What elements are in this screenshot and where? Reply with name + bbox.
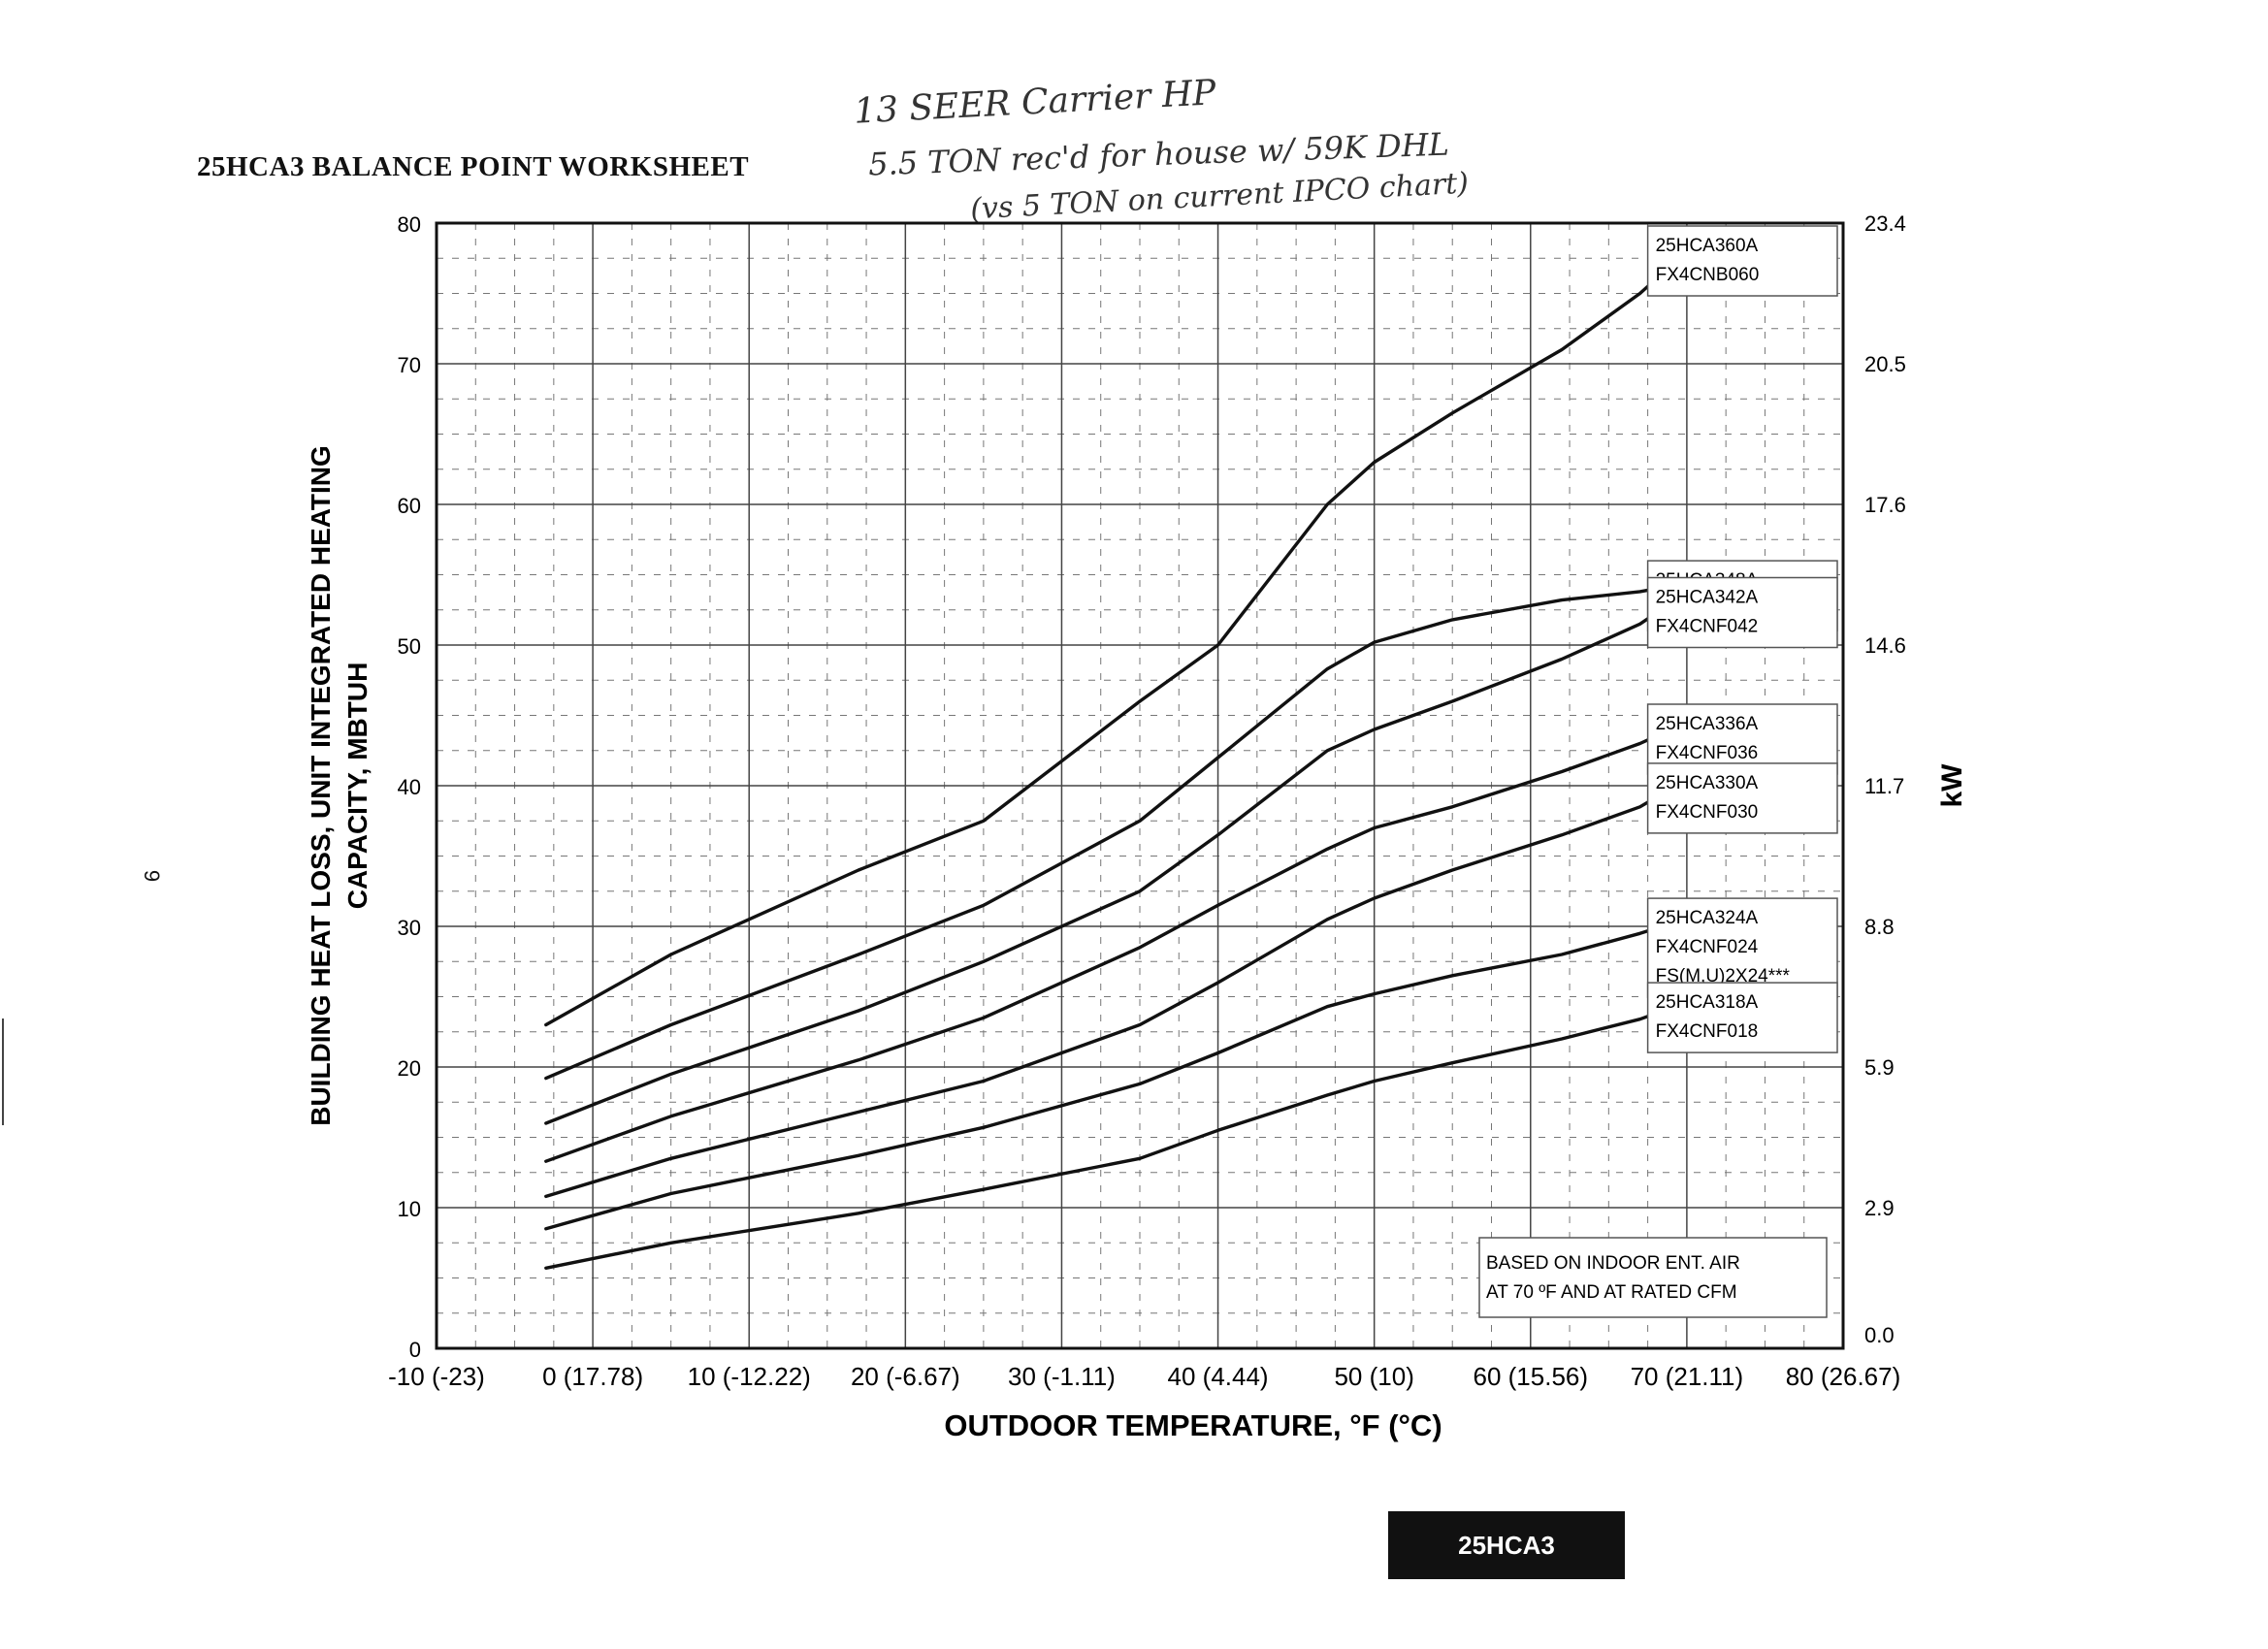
- legend-box: [1646, 982, 1838, 1053]
- y2-axis-label: kW: [1936, 763, 1968, 808]
- rating-note-box: BASED ON INDOOR ENT. AIR AT 70 ºF AND AT…: [1478, 1237, 1828, 1318]
- y2-tick-label: 11.7: [1864, 774, 1904, 798]
- tick-layer: -10 (-23) 0 (17.78) 10 (-12.22) 20 (-6.67) 3…: [388, 211, 1906, 1391]
- legend-label: FX4CNB060: [1656, 265, 1760, 285]
- y-tick-label: 80: [398, 212, 421, 237]
- x-tick-label: 10 (-12.22): [688, 1362, 811, 1391]
- x-tick-label: -10 (-23): [388, 1362, 485, 1391]
- y2-tick-label: 5.9: [1864, 1055, 1895, 1080]
- x-tick-label: 30 (-1.11): [1008, 1362, 1116, 1391]
- legend-label: FX4CNF036: [1656, 743, 1759, 763]
- series-line: [544, 787, 1673, 1199]
- series-line: [544, 922, 1673, 1231]
- legend-label: FX4CNF024: [1656, 937, 1759, 957]
- y2-tick-label: 20.5: [1864, 352, 1906, 376]
- legend-box: [1646, 762, 1838, 834]
- x-tick-label: 40 (4.44): [1168, 1362, 1269, 1391]
- series-line: [544, 1006, 1673, 1270]
- legend-box: [1646, 703, 1838, 775]
- legend-label: FX4CNF030: [1656, 802, 1759, 823]
- legend-label: FS(M,U)2X24***: [1656, 966, 1791, 986]
- series-line: [544, 728, 1673, 1163]
- series-line: [544, 249, 1689, 1027]
- y2-tick-label: 23.4: [1864, 211, 1906, 236]
- legend-box: [1646, 225, 1838, 297]
- legend-label: FX4CNF042: [1656, 617, 1759, 637]
- y-tick-label: 30: [398, 916, 421, 940]
- y2-tick-label: 14.6: [1864, 633, 1906, 658]
- x-tick-label: 0 (17.78): [542, 1362, 643, 1391]
- y-axis-label-line1: BUILDING HEAT LOSS, UNIT INTEGRATED HEAT…: [306, 445, 336, 1126]
- legend-label: 25HCA318A: [1656, 992, 1759, 1013]
- model-tag: 25HCA3: [1388, 1511, 1625, 1579]
- legend-label: FX4CNF018: [1656, 1021, 1759, 1042]
- y-tick-label: 20: [398, 1056, 421, 1081]
- rating-note-line2: AT 70 ºF AND AT RATED CFM: [1486, 1282, 1737, 1303]
- x-tick-label: 20 (-6.67): [851, 1362, 960, 1391]
- y-tick-label: 60: [398, 494, 421, 518]
- rating-note-line1: BASED ON INDOOR ENT. AIR: [1486, 1253, 1740, 1274]
- y2-tick-label: 2.9: [1864, 1196, 1895, 1220]
- y-tick-label: 40: [398, 775, 421, 799]
- legend-box: [1646, 576, 1838, 649]
- x-tick-label: 60 (15.56): [1474, 1362, 1589, 1391]
- y-tick-label: 50: [398, 634, 421, 659]
- legend-layer: 25HCA360AFX4CNB06025HCA348AFX4CNF04825HC…: [1646, 225, 1838, 1053]
- legend-label: 25HCA324A: [1656, 908, 1759, 928]
- scan-edge-mark: [2, 1018, 4, 1125]
- y2-tick-label: 17.6: [1864, 493, 1906, 517]
- plot-frame: [435, 221, 1845, 1350]
- y-tick-label: 10: [398, 1197, 421, 1221]
- legend-label: 25HCA360A: [1656, 236, 1759, 256]
- y-axis-label-line2: CAPACITY, MBTUH: [342, 663, 373, 910]
- y-tick-label: 0: [409, 1338, 421, 1362]
- legend-label: 25HCA330A: [1656, 773, 1759, 793]
- x-tick-label: 50 (10): [1334, 1362, 1413, 1391]
- legend-label: 25HCA336A: [1656, 714, 1759, 734]
- series-line: [544, 584, 1673, 1081]
- series-layer: [544, 249, 1689, 1270]
- legend-label: 25HCA342A: [1656, 588, 1759, 608]
- x-tick-label: 70 (21.11): [1631, 1362, 1744, 1391]
- page-title: 25HCA3 BALANCE POINT WORKSHEET: [197, 151, 750, 182]
- y-tick-label: 70: [398, 353, 421, 377]
- y2-tick-label: 0.0: [1864, 1323, 1895, 1347]
- series-line: [544, 600, 1673, 1125]
- x-axis-label: OUTDOOR TEMPERATURE, °F (°C): [944, 1408, 1442, 1442]
- x-tick-label: 80 (26.67): [1786, 1362, 1901, 1391]
- y2-tick-label: 8.8: [1864, 915, 1895, 939]
